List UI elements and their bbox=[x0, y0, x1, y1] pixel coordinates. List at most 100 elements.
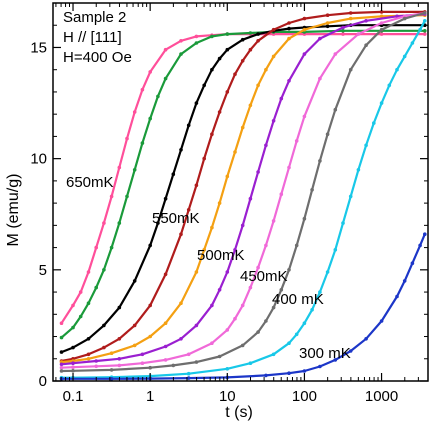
data-point bbox=[59, 365, 64, 370]
data-point bbox=[418, 27, 422, 32]
data-point bbox=[194, 34, 199, 39]
data-point bbox=[71, 303, 75, 308]
data-point bbox=[102, 268, 106, 272]
data-point bbox=[325, 270, 330, 274]
data-point bbox=[163, 76, 168, 81]
data-point bbox=[233, 316, 237, 321]
data-point bbox=[179, 148, 183, 152]
y-tick-label: 5 bbox=[39, 262, 47, 279]
data-point bbox=[423, 29, 427, 33]
data-point bbox=[186, 352, 191, 357]
data-point bbox=[186, 371, 191, 376]
data-point bbox=[240, 37, 245, 42]
data-point bbox=[140, 141, 145, 145]
data-point bbox=[256, 32, 260, 36]
series-points-5 bbox=[59, 12, 427, 367]
data-point bbox=[395, 294, 399, 299]
data-point bbox=[132, 279, 137, 283]
data-point bbox=[348, 194, 353, 199]
data-point bbox=[348, 16, 353, 21]
data-point bbox=[287, 165, 291, 170]
series-line-3 bbox=[61, 10, 425, 363]
series-line-1 bbox=[60, 29, 425, 339]
data-point bbox=[117, 363, 122, 368]
data-point bbox=[256, 170, 260, 174]
data-point bbox=[194, 41, 199, 45]
data-point bbox=[132, 168, 137, 172]
data-point bbox=[294, 332, 299, 337]
data-point bbox=[240, 303, 245, 308]
data-point bbox=[333, 358, 338, 362]
data-point bbox=[156, 221, 160, 225]
data-point bbox=[71, 345, 75, 350]
data-point bbox=[148, 70, 152, 74]
data-point bbox=[402, 54, 407, 59]
data-point bbox=[364, 19, 368, 23]
data-point bbox=[271, 305, 276, 310]
data-point bbox=[271, 119, 276, 123]
data-point bbox=[163, 196, 168, 201]
data-point bbox=[271, 54, 276, 59]
data-point bbox=[171, 172, 176, 176]
data-point bbox=[86, 357, 91, 361]
x-tick-label: 1 bbox=[146, 388, 154, 405]
data-point bbox=[86, 301, 91, 306]
data-point bbox=[117, 305, 122, 310]
series-layer bbox=[59, 10, 427, 381]
data-point bbox=[240, 343, 245, 348]
data-point bbox=[210, 34, 214, 39]
data-point bbox=[202, 83, 206, 88]
data-point bbox=[364, 143, 368, 148]
data-point bbox=[423, 19, 427, 23]
data-point bbox=[248, 361, 253, 366]
data-point bbox=[71, 325, 75, 330]
data-point bbox=[379, 10, 384, 14]
annotation-sample: Sample 2 bbox=[63, 9, 126, 26]
data-point bbox=[132, 323, 137, 328]
data-point bbox=[379, 14, 384, 19]
data-point bbox=[379, 21, 384, 25]
data-point bbox=[264, 67, 268, 72]
data-point bbox=[287, 79, 291, 83]
data-point bbox=[356, 32, 361, 36]
data-point bbox=[287, 36, 291, 41]
data-point bbox=[410, 41, 415, 45]
x-tick-label: 0.1 bbox=[63, 388, 84, 405]
ticks-layer: 0.1 1 10 100 1000 0 5 10 15 bbox=[30, 3, 428, 405]
data-point bbox=[117, 337, 122, 341]
data-point bbox=[325, 132, 330, 136]
data-point bbox=[287, 26, 291, 31]
y-tick-label: 0 bbox=[39, 373, 47, 390]
data-point bbox=[109, 368, 114, 372]
data-point bbox=[279, 192, 284, 196]
data-point bbox=[341, 29, 345, 33]
data-point bbox=[186, 208, 191, 212]
data-point bbox=[318, 290, 322, 294]
data-point bbox=[356, 168, 361, 172]
data-point bbox=[194, 183, 199, 188]
data-point bbox=[71, 369, 75, 373]
data-point bbox=[217, 354, 222, 359]
series-line-7 bbox=[61, 11, 426, 373]
data-point bbox=[210, 132, 214, 136]
data-point bbox=[294, 139, 299, 143]
data-point bbox=[217, 201, 222, 205]
data-point bbox=[264, 143, 268, 148]
data-point bbox=[372, 121, 376, 125]
data-point bbox=[423, 32, 427, 36]
data-point bbox=[348, 349, 353, 353]
data-point bbox=[109, 377, 114, 381]
data-point bbox=[379, 101, 384, 105]
data-point bbox=[302, 369, 307, 373]
data-point bbox=[325, 24, 330, 29]
data-point bbox=[287, 21, 291, 25]
data-point bbox=[148, 365, 152, 370]
data-point bbox=[148, 334, 152, 339]
data-point bbox=[325, 21, 330, 25]
data-point bbox=[248, 196, 253, 201]
data-point bbox=[318, 36, 322, 41]
data-point bbox=[86, 337, 91, 341]
data-point bbox=[109, 194, 114, 199]
data-point bbox=[341, 25, 345, 30]
